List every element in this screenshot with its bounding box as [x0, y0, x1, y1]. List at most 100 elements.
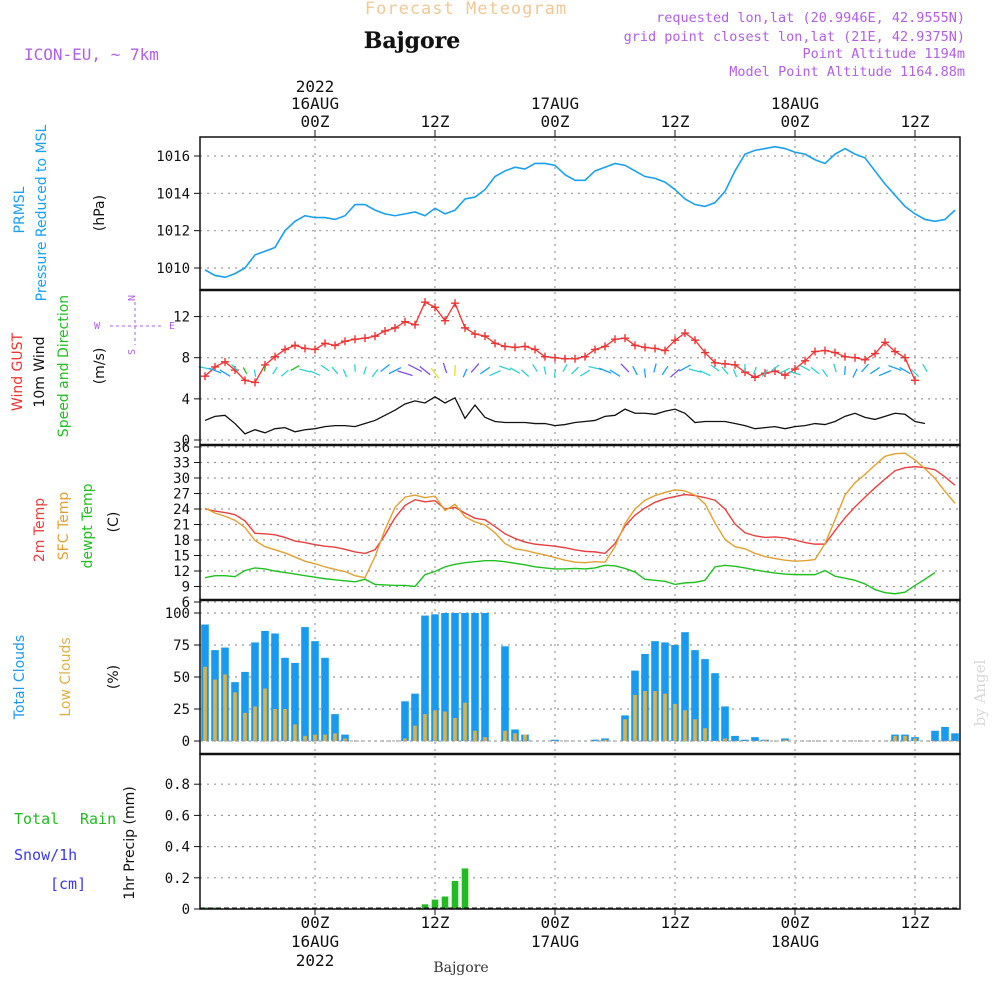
snow-label-b: [cm]: [50, 875, 86, 893]
precip-axis-label: 1hr Precip (mm): [122, 786, 138, 899]
wind-arrow: [770, 364, 780, 372]
gust-marker: [631, 341, 639, 350]
panel-frame: [199, 136, 961, 291]
low-cloud-bar: [413, 725, 417, 741]
gust-marker: [591, 345, 599, 354]
wind-arrow: [253, 369, 257, 377]
y-tick-label: 21: [173, 518, 190, 534]
watermark: by Angel: [971, 659, 989, 726]
low-cloud-bar: [453, 717, 457, 741]
total-cloud-bar: [301, 627, 309, 741]
gust-marker: [561, 354, 569, 363]
wind-arrow: [363, 366, 367, 375]
wind-arrow: [609, 369, 621, 377]
wind-arrow: [789, 370, 801, 376]
y-tick-label: 36: [173, 440, 190, 456]
temp-sfc-line: [204, 452, 956, 579]
gust-marker: [621, 334, 629, 343]
cloud-unit: (%): [106, 665, 122, 689]
gust-marker: [271, 352, 279, 361]
wind-arrow: [380, 363, 390, 373]
low-cloud-bar: [513, 733, 517, 741]
total-cloud-bar: [331, 714, 339, 741]
wind-arrow: [499, 365, 511, 371]
low-cloud-bar: [343, 738, 347, 741]
compass-icon: N S W E: [94, 295, 175, 355]
low-cloud-bar: [473, 730, 477, 741]
bottom-caption: Bajgore: [433, 960, 488, 976]
top-time-label: 12Z: [661, 112, 690, 131]
compass-east: E: [169, 321, 175, 332]
gust-marker: [801, 356, 809, 365]
wind-arrow: [878, 370, 892, 377]
y-tick-label: 0: [182, 433, 190, 449]
total-cloud-bar: [451, 613, 459, 741]
y-tick-label: 4: [182, 392, 190, 408]
y-tick-label: 25: [173, 702, 190, 718]
low-cloud-bar: [203, 666, 207, 741]
wind-arrow: [869, 366, 881, 375]
y-tick-label: 12: [173, 310, 190, 326]
wind-arrow: [520, 369, 530, 377]
model-label: ICON-EU, ~ 7km: [24, 45, 159, 64]
wind-10m-label: 10m Wind: [32, 336, 48, 407]
low-cloud-bar: [693, 719, 697, 741]
top-date-label: 18AUG: [771, 94, 819, 113]
gust-marker: [401, 317, 409, 326]
gust-marker: [661, 346, 669, 355]
wind-arrow: [861, 363, 869, 373]
top-time-label: 12Z: [421, 112, 450, 131]
total-cloud-bar: [721, 706, 729, 741]
low-cloud-bar: [623, 719, 627, 741]
low-cloud-bar: [443, 711, 447, 741]
dewpt-line: [204, 559, 936, 595]
gust-marker: [251, 378, 259, 387]
wind-arrow: [753, 366, 757, 375]
top-time-label: 00Z: [541, 112, 570, 131]
wind-arrow: [342, 369, 348, 378]
wind-arrow: [571, 366, 579, 375]
compass-west: W: [94, 321, 101, 332]
low-cloud-bar: [463, 702, 467, 741]
total-cloud-bar: [671, 645, 679, 741]
low-cloud-bar: [673, 703, 677, 741]
gust-marker: [681, 329, 689, 338]
wind-arrow: [852, 368, 858, 378]
low-cloud-bar: [403, 738, 407, 741]
gust-marker: [641, 343, 649, 352]
total-cloud-bar: [271, 633, 279, 741]
total-cloud-bar: [471, 613, 479, 741]
y-tick-label: 1012: [156, 224, 190, 240]
panel-prmsl: 1010 1012 1014 1016: [156, 139, 960, 288]
wind-arrow: [710, 364, 720, 372]
prmsl-long-label: Pressure Reduced to MSL: [34, 124, 50, 301]
gust-marker: [501, 342, 509, 351]
wind-arrow: [910, 369, 920, 378]
top-date-label: 17AUG: [531, 94, 579, 113]
y-tick-label: 9: [182, 580, 190, 596]
wind-arrow: [598, 367, 612, 374]
wind-arrow: [543, 366, 547, 375]
temp-2m-label: 2m Temp: [32, 498, 48, 562]
gust-marker: [531, 345, 539, 354]
wind-arrow: [562, 363, 568, 373]
wind-arrow: [407, 364, 423, 372]
gust-marker: [851, 353, 859, 362]
gust-marker: [671, 336, 679, 345]
wind-line: [204, 396, 926, 435]
y-tick-label: 30: [173, 471, 190, 487]
total-cloud-bar: [951, 733, 959, 741]
total-cloud-bar: [551, 739, 559, 741]
wind-arrow: [888, 365, 902, 371]
total-cloud-bar: [401, 701, 409, 741]
wind-arrow: [679, 364, 691, 372]
total-cloud-bar: [321, 657, 329, 741]
gust-marker: [431, 303, 439, 312]
wind-arrow: [688, 368, 702, 373]
gust-marker: [901, 353, 909, 362]
wind-arrow: [430, 367, 440, 379]
y-tick-label: 0: [182, 734, 190, 750]
wind-arrow: [509, 367, 521, 374]
bottom-time-label: 12Z: [661, 913, 690, 932]
low-cloud-bar: [683, 710, 687, 741]
